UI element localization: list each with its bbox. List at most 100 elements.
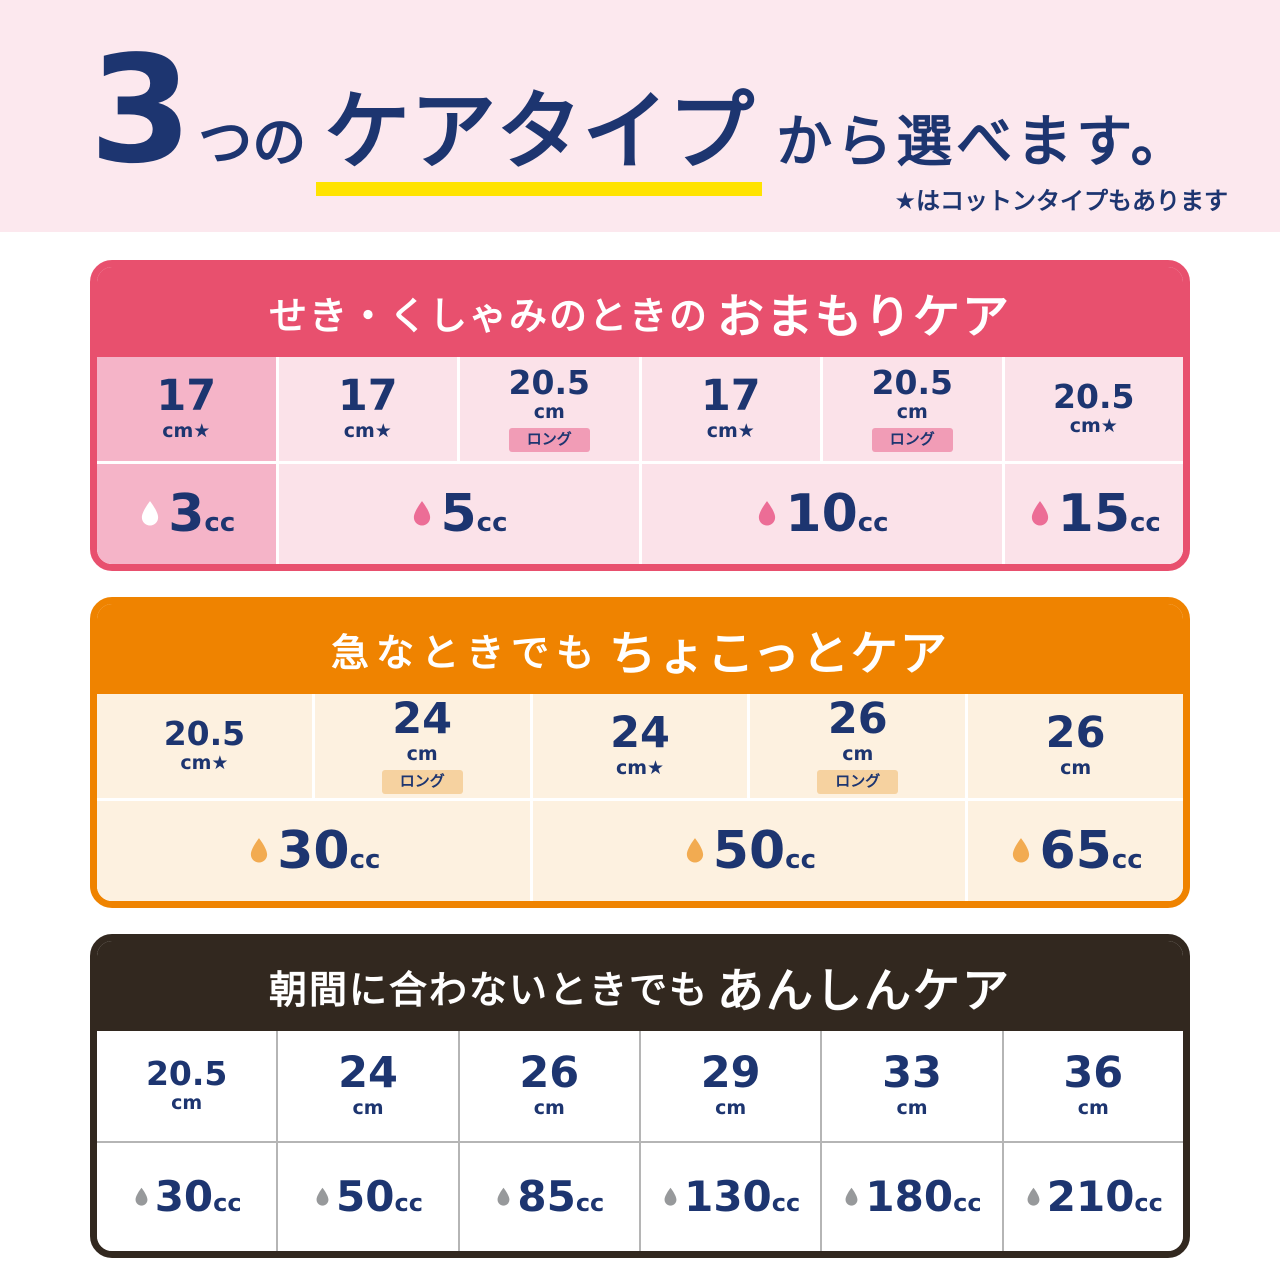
size-unit: cm [406, 743, 438, 766]
size-cell: 20.5 cm★ [97, 694, 312, 798]
capacity-value: 30 [277, 821, 350, 881]
card-title-bold: おまもりケア [717, 289, 1011, 345]
size-unit: cm [896, 401, 928, 424]
capacity-value: 130 [684, 1172, 772, 1221]
size-value: 20.5 [871, 363, 953, 403]
size-unit: cm [1060, 757, 1092, 780]
size-cell: 20.5 cm ロング [823, 357, 1002, 461]
card-title-bold: あんしんケア [717, 963, 1011, 1019]
capacity-cell: 30 cc [97, 801, 530, 901]
size-value: 20.5 [145, 1054, 228, 1094]
capacity-value: 3 [168, 484, 205, 544]
capacity-cell: 5 cc [278, 464, 639, 564]
card-title-plain: せき・くしゃみのときの [268, 293, 709, 338]
capacity-value: 180 [865, 1172, 954, 1221]
size-unit: cm★ [1069, 415, 1118, 438]
cotton-star: ★ [374, 420, 392, 443]
size-value: 24 [610, 708, 670, 759]
size-cell: 24 cm ロング [314, 694, 530, 798]
drop-icon [132, 1187, 151, 1208]
capacity-value: 210 [1046, 1172, 1135, 1221]
size-cell: 26 cm ロング [750, 694, 966, 798]
size-value: 17 [700, 371, 761, 422]
size-unit: cm [1077, 1097, 1109, 1120]
capacity-unit: cc [785, 845, 816, 875]
size-unit: cm [533, 1097, 565, 1120]
size-value: 24 [338, 1048, 398, 1099]
drop-icon [1027, 500, 1053, 528]
capacity-value: 65 [1039, 821, 1112, 881]
size-value: 26 [1045, 708, 1106, 759]
capacity-cell: 130 cc [640, 1143, 821, 1251]
capacity-unit: cc [953, 1189, 982, 1217]
size-unit: cm [896, 1097, 928, 1120]
capacity-cell: 10 cc [641, 464, 1002, 564]
cotton-star: ★ [737, 420, 755, 443]
care-card-anshin: 朝間に合わないときでも あんしんケア 20.5 cm 24 cm 26 cm 2… [90, 934, 1190, 1258]
card-omamori-title: せき・くしゃみのときの おまもりケア [97, 267, 1183, 357]
capacity-value: 15 [1057, 484, 1131, 544]
size-unit: cm★ [180, 752, 229, 775]
capacity-value: 50 [336, 1172, 395, 1221]
care-type-cards: せき・くしゃみのときの おまもりケア 17 cm★ 17 cm★ 20.5 cm… [90, 260, 1190, 1258]
drop-icon [682, 837, 708, 865]
size-unit: cm★ [706, 420, 755, 443]
size-cell: 20.5 cm ロング [460, 357, 639, 461]
capacity-unit: cc [349, 845, 381, 875]
size-value: 20.5 [1053, 377, 1135, 417]
card-title-bold: ちょこっとケア [609, 626, 949, 682]
card-chokotto-table: 20.5 cm★ 24 cm ロング 24 cm★ 26 cm ロング 26 c… [97, 694, 1183, 901]
size-cell: 26 cm [459, 1031, 639, 1141]
card-title-plain: 朝間に合わないときでも [268, 967, 709, 1012]
drop-icon [661, 1187, 680, 1208]
title-rest: から選べます。 [776, 110, 1191, 176]
size-unit: cm [352, 1097, 384, 1120]
care-card-chokotto: 急なときでも ちょこっとケア 20.5 cm★ 24 cm ロング 24 cm★… [90, 597, 1190, 908]
capacity-unit: cc [394, 1189, 423, 1217]
cotton-star: ★ [1100, 415, 1118, 438]
drop-icon [754, 500, 780, 528]
drop-icon [494, 1187, 513, 1208]
capacity-value: 85 [517, 1172, 576, 1221]
capacity-value: 30 [154, 1172, 214, 1221]
capacity-cell: 210 cc [1003, 1143, 1183, 1251]
size-value: 24 [392, 694, 453, 745]
drop-icon [1008, 837, 1034, 865]
capacity-unit: cc [771, 1189, 801, 1217]
card-title-plain: 急なときでも [331, 630, 602, 675]
size-unit: cm [842, 743, 874, 766]
drop-icon [1024, 1187, 1043, 1208]
size-value: 17 [156, 371, 217, 422]
capacity-cell: 85 cc [459, 1143, 639, 1251]
size-unit: cm★ [615, 757, 665, 780]
capacity-unit: cc [213, 1189, 242, 1217]
size-value: 20.5 [508, 363, 590, 403]
cotton-note: ★はコットンタイプもあります [894, 187, 1228, 215]
size-cell: 29 cm [640, 1031, 821, 1141]
long-badge: ロング [381, 770, 463, 794]
capacity-cell: 180 cc [822, 1143, 1002, 1251]
capacity-unit: cc [857, 508, 889, 538]
capacity-unit: cc [1134, 1189, 1163, 1217]
page-title: 3 つの ケアタイプ から選べます。 [89, 36, 1191, 196]
size-unit: cm [171, 1092, 203, 1115]
size-cell: 33 cm [822, 1031, 1002, 1141]
drop-icon [409, 500, 435, 528]
title-care-type: ケアタイプ [316, 87, 763, 196]
size-value: 36 [1063, 1048, 1124, 1099]
size-cell: 24 cm★ [532, 694, 748, 798]
card-chokotto-title: 急なときでも ちょこっとケア [97, 604, 1183, 694]
capacity-unit: cc [1111, 845, 1143, 875]
size-cell: 36 cm [1003, 1031, 1183, 1141]
long-badge: ロング [817, 770, 899, 794]
capacity-value: 5 [440, 484, 477, 544]
capacity-cell: 3 cc [97, 464, 276, 564]
size-cell: 24 cm [278, 1031, 458, 1141]
cotton-star: ★ [647, 757, 665, 780]
size-unit: cm★ [162, 420, 211, 443]
size-unit: cm★ [343, 420, 392, 443]
header-banner: 3 つの ケアタイプ から選べます。 ★はコットンタイプもあります [0, 0, 1280, 232]
size-cell: 20.5 cm★ [1004, 357, 1183, 461]
capacity-cell: 65 cc [968, 801, 1183, 901]
size-value: 29 [700, 1048, 761, 1099]
